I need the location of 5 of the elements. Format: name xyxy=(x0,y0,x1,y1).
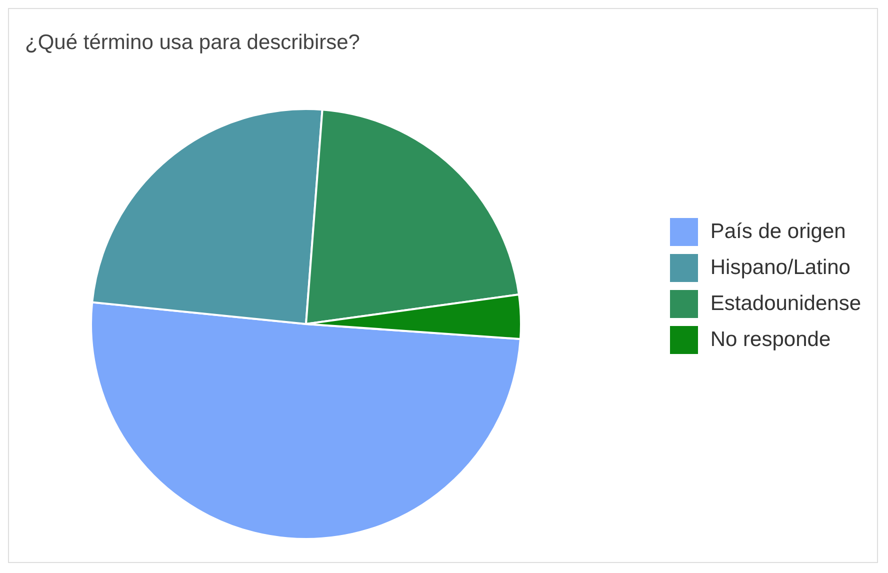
legend-label: Estadounidense xyxy=(710,292,861,314)
legend-label: País de origen xyxy=(710,220,846,242)
legend-label: Hispano/Latino xyxy=(710,256,850,278)
legend-label: No responde xyxy=(710,328,831,350)
chart-title: ¿Qué término usa para describirse? xyxy=(25,31,360,55)
